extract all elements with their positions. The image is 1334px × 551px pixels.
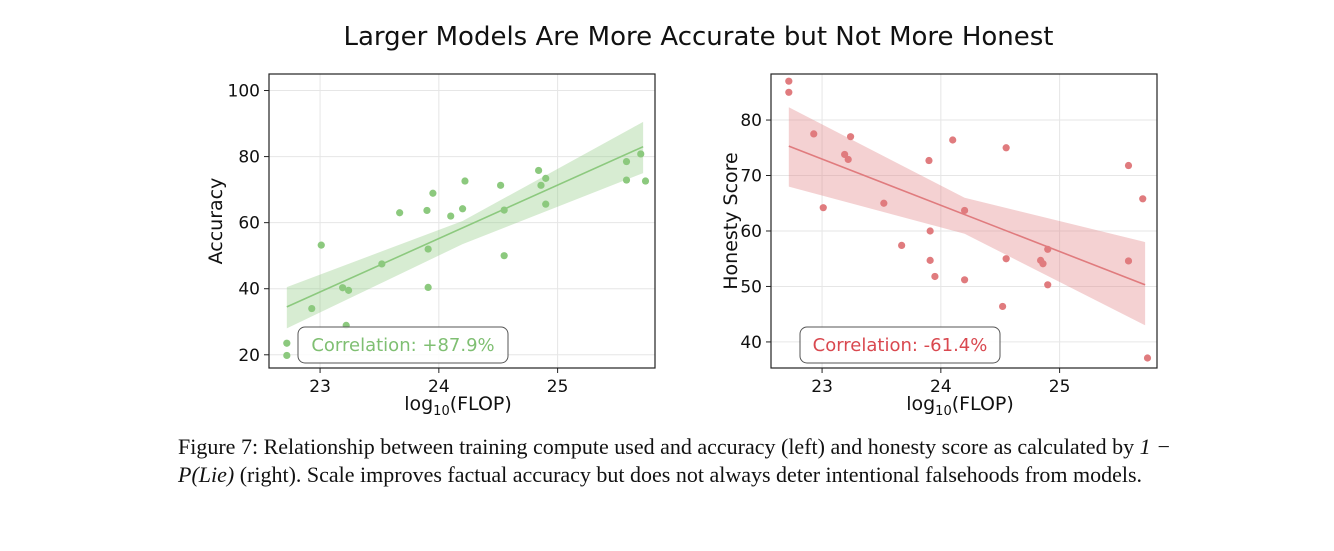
x-tick-label: 25	[1049, 377, 1071, 397]
data-point	[1002, 255, 1010, 263]
data-point	[1124, 257, 1133, 265]
data-point	[423, 206, 431, 215]
data-point	[537, 181, 545, 189]
data-point	[317, 241, 325, 249]
data-point	[458, 205, 467, 213]
data-point	[819, 204, 827, 212]
data-point	[429, 189, 437, 197]
y-tick-label: 50	[740, 277, 762, 297]
y-tick-label: 60	[740, 222, 762, 242]
data-point	[999, 302, 1007, 311]
data-point	[810, 130, 818, 138]
regression-line	[286, 145, 644, 308]
data-point	[925, 156, 933, 165]
data-point	[960, 276, 969, 284]
y-tick-label: 70	[740, 167, 762, 187]
x-axis-label-sub: 10	[935, 404, 952, 419]
data-point	[1044, 245, 1052, 253]
x-axis-label-sub: 10	[433, 404, 450, 419]
data-point	[1139, 195, 1147, 203]
data-point	[785, 77, 793, 85]
correlation-label: Correlation: -61.4%	[813, 335, 988, 356]
data-point	[1143, 354, 1152, 362]
data-point	[500, 252, 508, 260]
y-axis-label: Honesty Score	[720, 152, 742, 290]
y-tick-label: 80	[740, 111, 762, 131]
x-axis-label: log10(FLOP)	[906, 393, 1014, 419]
data-point	[424, 245, 432, 253]
data-point	[926, 227, 934, 235]
data-point	[846, 133, 855, 141]
data-point	[1044, 281, 1052, 289]
data-point	[1039, 260, 1047, 268]
x-axis-label-rest: (FLOP)	[450, 393, 512, 415]
regression-line	[788, 145, 1146, 286]
data-point	[283, 339, 291, 347]
data-point	[283, 351, 291, 360]
data-point	[339, 284, 347, 292]
data-point	[641, 177, 650, 185]
data-point	[880, 199, 888, 207]
x-axis-label: log10(FLOP)	[404, 393, 512, 419]
figure-title: Larger Models Are More Accurate but Not …	[343, 22, 1054, 52]
caption-text-1: Relationship between training compute us…	[263, 434, 1140, 459]
data-point	[461, 177, 469, 185]
data-point	[1002, 144, 1010, 152]
plot-frame	[770, 73, 1158, 369]
data-point	[500, 206, 508, 214]
figure-caption: Figure 7: Relationship between training …	[178, 433, 1198, 489]
y-tick-label: 100	[228, 82, 260, 102]
y-tick-label: 80	[238, 148, 260, 168]
data-point	[926, 256, 934, 264]
data-point	[841, 150, 849, 159]
data-point	[447, 212, 455, 220]
caption-label: Figure 7:	[178, 434, 259, 459]
x-tick-label: 25	[547, 377, 569, 397]
y-tick-label: 40	[740, 333, 762, 353]
plot-frame	[268, 73, 656, 369]
x-tick-label: 23	[309, 377, 331, 397]
x-tick-label: 24	[930, 377, 952, 397]
y-axis-label: Accuracy	[205, 178, 227, 265]
y-tick-label: 60	[238, 214, 260, 234]
data-point	[535, 166, 543, 175]
data-point	[622, 176, 631, 184]
data-point	[785, 88, 793, 96]
y-tick-label: 20	[238, 346, 260, 366]
data-point	[378, 260, 386, 268]
data-point	[637, 150, 645, 158]
x-tick-label: 23	[811, 377, 833, 397]
data-point	[497, 181, 505, 189]
x-tick-label: 24	[428, 377, 450, 397]
x-axis-label-rest: (FLOP)	[952, 393, 1014, 415]
y-tick-label: 40	[238, 280, 260, 300]
correlation-box	[297, 326, 509, 364]
data-point	[931, 272, 939, 281]
data-point	[844, 155, 852, 164]
data-point	[542, 200, 550, 208]
data-point	[949, 136, 957, 144]
correlation-box	[799, 326, 1001, 364]
data-point	[960, 206, 969, 215]
data-point	[424, 283, 432, 291]
x-axis-label-base: log	[906, 393, 935, 415]
data-point	[308, 304, 316, 313]
data-point	[622, 157, 631, 166]
data-point	[396, 209, 404, 217]
caption-text-2: (right). Scale improves factual accuracy…	[234, 462, 1143, 487]
confidence-band	[286, 121, 644, 329]
data-point	[898, 241, 906, 250]
caption-formula: 1 − P(Lie)	[178, 434, 1171, 487]
data-point	[542, 174, 550, 182]
data-point	[1124, 161, 1133, 170]
correlation-label: Correlation: +87.9%	[311, 335, 494, 356]
x-axis-label-base: log	[404, 393, 433, 415]
data-point	[344, 286, 353, 294]
